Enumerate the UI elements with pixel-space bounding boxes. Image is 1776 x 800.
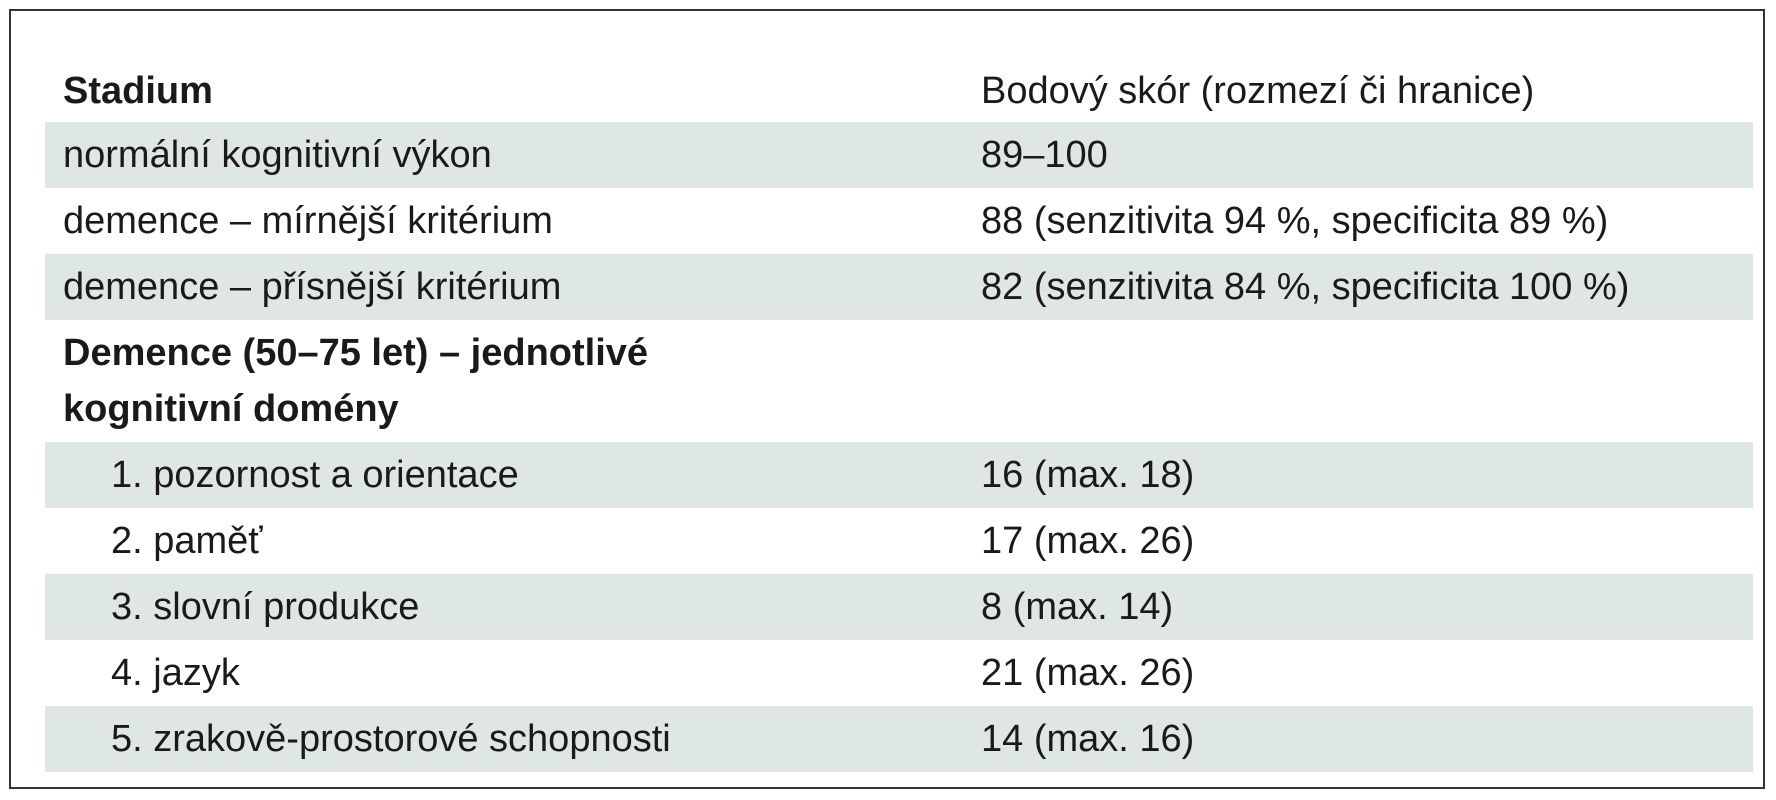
score-table: Stadium Bodový skór (rozmezí či hranice) …: [45, 61, 1753, 772]
header-row: Stadium Bodový skór (rozmezí či hranice): [45, 61, 1753, 122]
cell: 2. paměť: [111, 519, 263, 562]
row: 5. zrakově-prostorové schopnosti 14 (max.…: [45, 706, 1753, 772]
row: 4. jazyk 21 (max. 26): [45, 640, 1753, 706]
row: normální kognitivní výkon 89–100: [45, 122, 1753, 188]
cell: 21 (max. 26): [981, 651, 1195, 694]
cell: 88 (senzitivita 94 %, specificita 89 %): [981, 199, 1609, 242]
cell: 16 (max. 18): [981, 442, 1753, 508]
row: 1. pozornost a orientace 16 (max. 18): [45, 442, 1753, 508]
cell: 4. jazyk: [111, 651, 240, 694]
cell: demence – přísnější kritérium: [45, 254, 981, 320]
row: demence – mírnější kritérium 88 (senzitiv…: [45, 188, 1753, 254]
cell: [981, 320, 1753, 442]
cell: Demence (50–75 let) – jednotlivé kogniti…: [45, 320, 981, 442]
cell: demence – mírnější kritérium: [63, 199, 553, 242]
cell: 3. slovní produkce: [45, 574, 981, 640]
cell: normální kognitivní výkon: [45, 122, 981, 188]
cell: 17 (max. 26): [981, 519, 1195, 562]
cell: 5. zrakově-prostorové schopnosti: [45, 706, 981, 772]
row: 3. slovní produkce 8 (max. 14): [45, 574, 1753, 640]
cell: 89–100: [981, 122, 1753, 188]
cell: 14 (max. 16): [981, 706, 1753, 772]
header-cell: Stadium: [63, 70, 213, 112]
header-cell: Bodový skór (rozmezí či hranice): [981, 70, 1535, 112]
cell: 82 (senzitivita 84 %, specificita 100 %): [981, 254, 1753, 320]
group-row: Demence (50–75 let) – jednotlivé kogniti…: [45, 320, 1753, 442]
row: demence – přísnější kritérium 82 (senziti…: [45, 254, 1753, 320]
cell: 1. pozornost a orientace: [45, 442, 981, 508]
table-frame: Stadium Bodový skór (rozmezí či hranice) …: [9, 9, 1765, 789]
row: 2. paměť 17 (max. 26): [45, 508, 1753, 574]
group-label: Demence (50–75 let) – jednotlivé kogniti…: [63, 332, 649, 430]
cell: 8 (max. 14): [981, 574, 1753, 640]
